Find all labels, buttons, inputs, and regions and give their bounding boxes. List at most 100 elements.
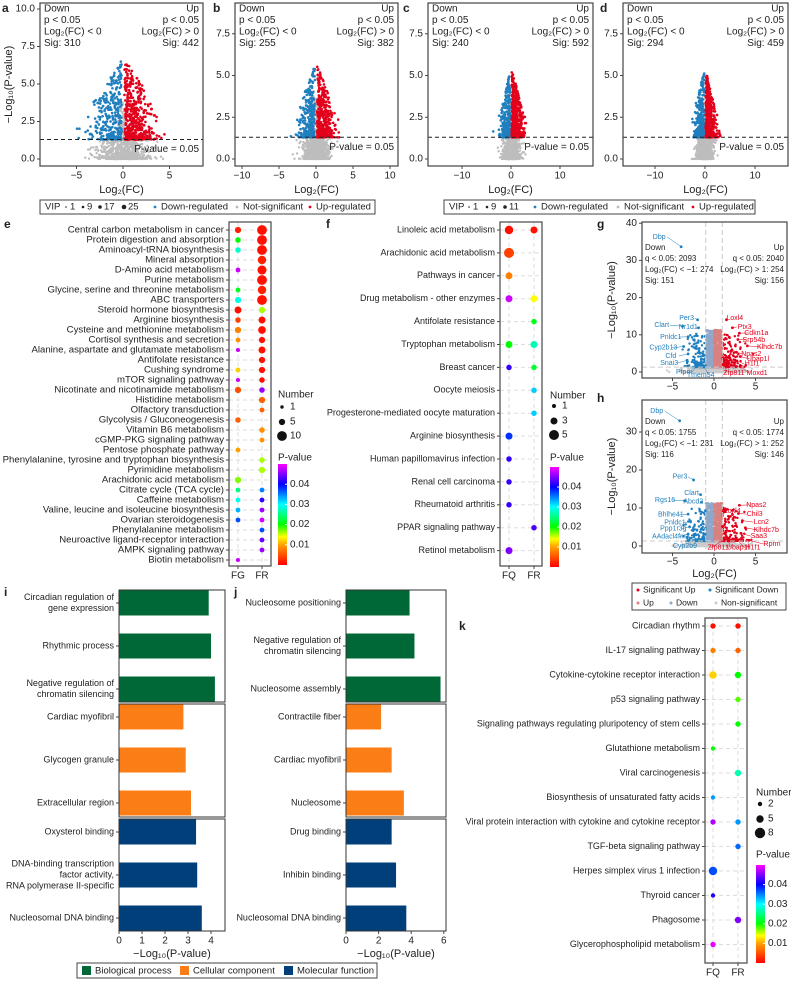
down-title-text: Down [239, 4, 265, 15]
volcano-point [134, 145, 137, 148]
volcano-point [110, 111, 114, 115]
volcano-point [119, 146, 122, 150]
volcano-point [511, 73, 515, 77]
volcano-point [130, 155, 133, 158]
volcano-point [116, 106, 120, 109]
volcano-point [123, 93, 126, 97]
volcano-point [151, 131, 154, 135]
volcano-point [105, 106, 108, 110]
volcano-point [105, 120, 109, 123]
volcano-point [305, 93, 309, 97]
volcano-point [127, 132, 131, 135]
volcano-point [311, 70, 315, 73]
volcano-point [503, 120, 506, 124]
volcano-point [98, 102, 102, 105]
volcano-point [152, 148, 155, 152]
volcano-point [100, 110, 103, 114]
volcano-point [326, 153, 330, 156]
volcano-point [154, 119, 158, 123]
volcano-point [316, 77, 319, 80]
volcano-point [312, 117, 315, 121]
volcano-point [511, 110, 514, 113]
volcano-point [317, 90, 320, 94]
volcano-point [142, 124, 146, 127]
volcano-point [322, 93, 325, 97]
volcano-point [117, 101, 121, 104]
volcano-point [137, 94, 141, 98]
volcano-point [517, 119, 521, 122]
volcano-point [125, 105, 128, 109]
volcano-point [124, 70, 128, 74]
volcano-point [123, 85, 127, 89]
volcano-point [324, 95, 328, 99]
volcano-point [302, 127, 305, 130]
volcano-point [134, 156, 137, 160]
volcano-point [138, 88, 142, 92]
volcano-point [157, 134, 161, 138]
volcano-point [140, 142, 144, 146]
volcano-point [140, 84, 144, 87]
volcano-point [132, 103, 136, 107]
volcano-point [119, 73, 123, 77]
volcano-point [114, 103, 117, 107]
volcano-point [78, 127, 81, 131]
volcano-point [84, 130, 87, 134]
volcano-point [295, 152, 299, 155]
volcano-point [513, 82, 516, 85]
volcano-point [145, 112, 149, 115]
volcano-point [507, 155, 511, 158]
up-sig-text: Sig: 382 [357, 38, 394, 49]
volcano-point [515, 152, 519, 155]
volcano-point [114, 146, 118, 149]
volcano-point [123, 146, 127, 149]
volcano-point [139, 123, 142, 127]
volcano-point [512, 97, 515, 100]
volcano-point [137, 80, 141, 83]
volcano-point [303, 110, 307, 114]
y-tick-label: 0.0 [21, 154, 35, 165]
volcano-point [518, 109, 521, 113]
up-fc-text: Log₂(FC) > 0 [531, 27, 589, 38]
volcano-point [310, 97, 314, 101]
volcano-point [333, 111, 336, 115]
volcano-point [109, 147, 113, 151]
volcano-point [102, 94, 105, 98]
volcano-point [500, 145, 503, 148]
volcano-point [108, 82, 111, 86]
volcano-point [119, 121, 123, 125]
volcano-point [140, 125, 143, 129]
volcano-point [115, 150, 118, 153]
volcano-point [516, 130, 520, 134]
volcano-point [310, 86, 314, 90]
volcano-point [156, 140, 159, 143]
volcano-point [503, 101, 507, 105]
volcano-point [318, 83, 322, 87]
volcano-point [513, 150, 517, 154]
volcano-point [510, 114, 514, 118]
volcano-point [309, 93, 312, 96]
panel-label-c: c [403, 1, 410, 15]
volcano-point [324, 101, 328, 104]
volcano-point [325, 143, 329, 146]
volcano-point [144, 109, 148, 112]
x-tick-label: 0 [120, 171, 126, 182]
volcano-point [116, 67, 120, 70]
volcano-point [497, 150, 500, 153]
volcano-point [163, 133, 166, 136]
volcano-point [111, 122, 115, 126]
volcano-point [337, 131, 341, 134]
volcano-point [520, 142, 523, 145]
volcano-point [304, 129, 308, 133]
down-sig-text: Sig: 255 [239, 38, 276, 49]
x-tick-label: −5 [273, 171, 285, 182]
volcano-point [293, 157, 296, 160]
volcano-point [140, 157, 144, 161]
volcano-point [326, 138, 330, 141]
volcano-point [111, 114, 114, 118]
volcano-point [116, 110, 120, 114]
volcano-point [143, 102, 147, 106]
volcano-point [511, 77, 515, 81]
volcano-point [150, 107, 153, 111]
volcano-point [317, 79, 321, 83]
